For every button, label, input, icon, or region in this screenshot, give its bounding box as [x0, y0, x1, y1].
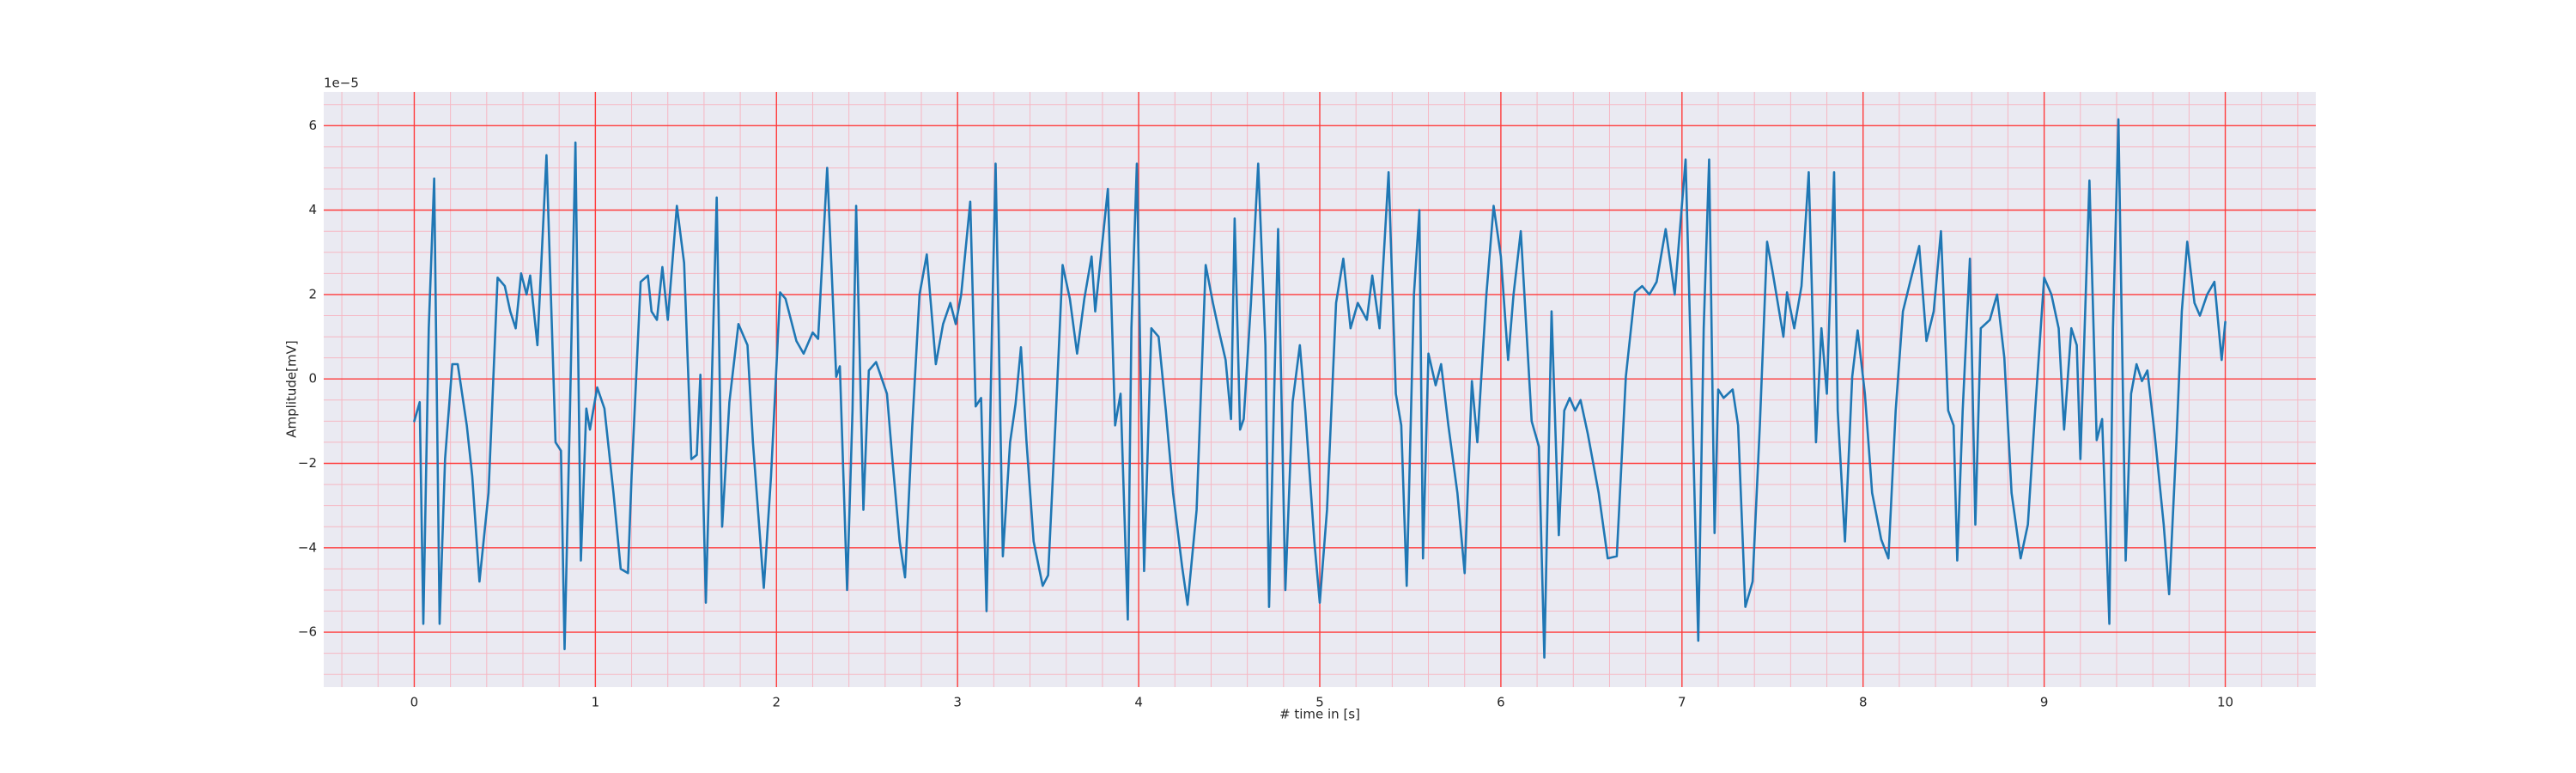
y-tick-label: −6 [298, 624, 317, 640]
y-tick-label: 6 [308, 118, 317, 133]
y-tick-label: 4 [308, 202, 317, 217]
y-offset-label: 1e−5 [324, 76, 359, 91]
x-tick-label: 2 [772, 695, 781, 710]
x-tick-label: 8 [1859, 695, 1868, 710]
x-tick-label: 5 [1315, 695, 1324, 710]
x-tick-label: 6 [1497, 695, 1505, 710]
x-tick-label: 9 [2040, 695, 2049, 710]
y-tick-label: 0 [308, 371, 317, 386]
x-tick-label: 10 [2217, 695, 2233, 710]
x-tick-label: 0 [410, 695, 419, 710]
x-tick-label: 1 [592, 695, 600, 710]
y-tick-label: 2 [308, 286, 317, 301]
x-axis-label: # time in [s] [1279, 707, 1360, 722]
x-tick-label: 3 [953, 695, 962, 710]
x-tick-label: 4 [1134, 695, 1143, 710]
y-axis-label: Amplitude[mV] [284, 340, 300, 437]
x-tick-label: 7 [1678, 695, 1686, 710]
y-tick-label: −2 [298, 455, 317, 471]
y-tick-label: −4 [298, 539, 317, 555]
signal-line [413, 118, 2227, 659]
